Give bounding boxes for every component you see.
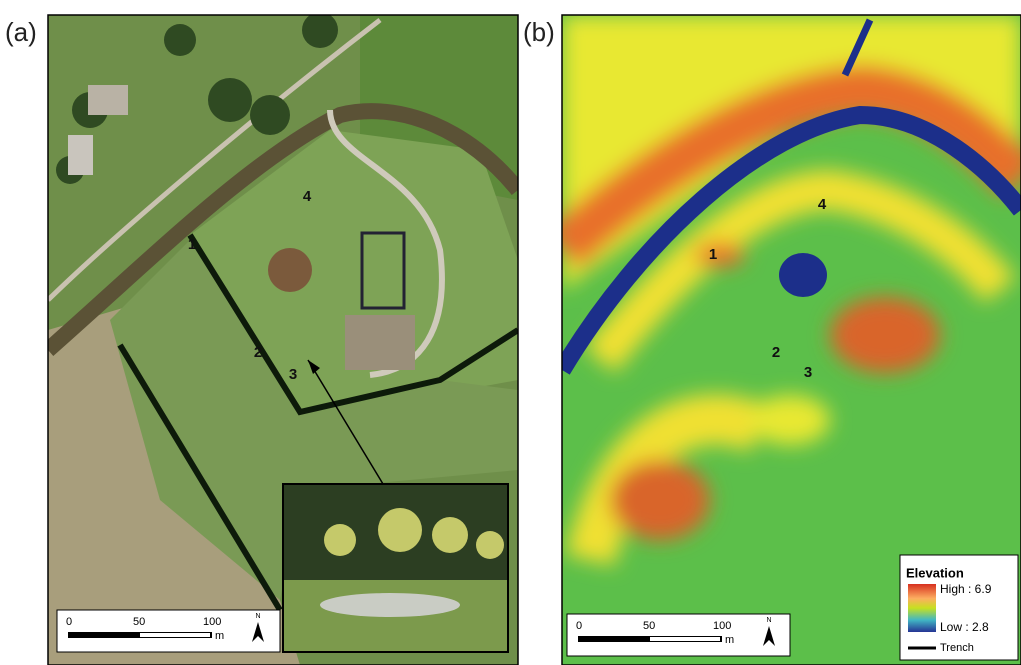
- site-label: 3: [289, 366, 297, 383]
- legend-title: Elevation: [906, 565, 964, 580]
- scale-unit: m: [725, 634, 734, 646]
- scale-tick-label: 0: [66, 616, 72, 628]
- site-label: 4: [818, 196, 827, 213]
- scale-unit: m: [215, 630, 224, 642]
- panel-label: (b): [523, 17, 555, 47]
- site-label: 3: [804, 364, 812, 381]
- figure: (a) (b) 0 50 100: [0, 0, 1021, 665]
- legend-trench: Trench: [940, 642, 974, 654]
- scale-bar: 0 50 100 m N: [57, 610, 280, 652]
- scale-tick-label: 100: [713, 620, 731, 632]
- site-label: 2: [772, 344, 780, 361]
- site-label: 4: [303, 188, 312, 205]
- site-label: 1: [709, 246, 717, 263]
- legend: Elevation High : 6.9 Low : 2.8 Trench: [900, 555, 1018, 660]
- north-label: N: [255, 613, 260, 620]
- scale-tick-label: 100: [203, 616, 221, 628]
- site-label: 1: [188, 236, 196, 253]
- legend-low: Low : 2.8: [940, 620, 989, 634]
- legend-high: High : 6.9: [940, 582, 992, 596]
- scale-tick-label: 0: [576, 620, 582, 632]
- north-label: N: [766, 617, 771, 624]
- panel-label: (a): [5, 17, 37, 47]
- scale-bar: 0 50 100 m N: [567, 614, 790, 656]
- site-label: 2: [254, 344, 262, 361]
- inset-photo: [283, 484, 508, 652]
- scale-tick-label: 50: [133, 616, 145, 628]
- scale-tick-label: 50: [643, 620, 655, 632]
